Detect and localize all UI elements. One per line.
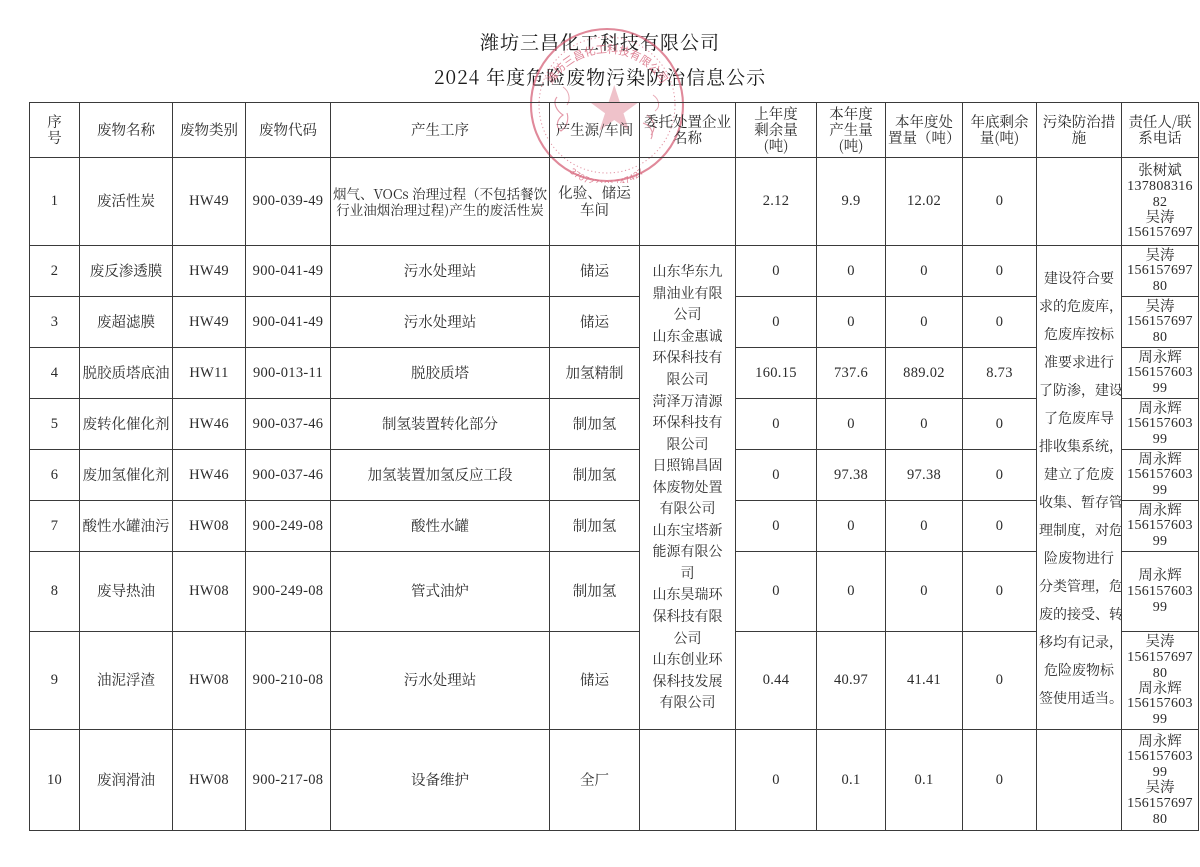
svg-text:潍坊三昌化工科技有限公司: 潍坊三昌化工科技有限公司 — [542, 41, 672, 87]
